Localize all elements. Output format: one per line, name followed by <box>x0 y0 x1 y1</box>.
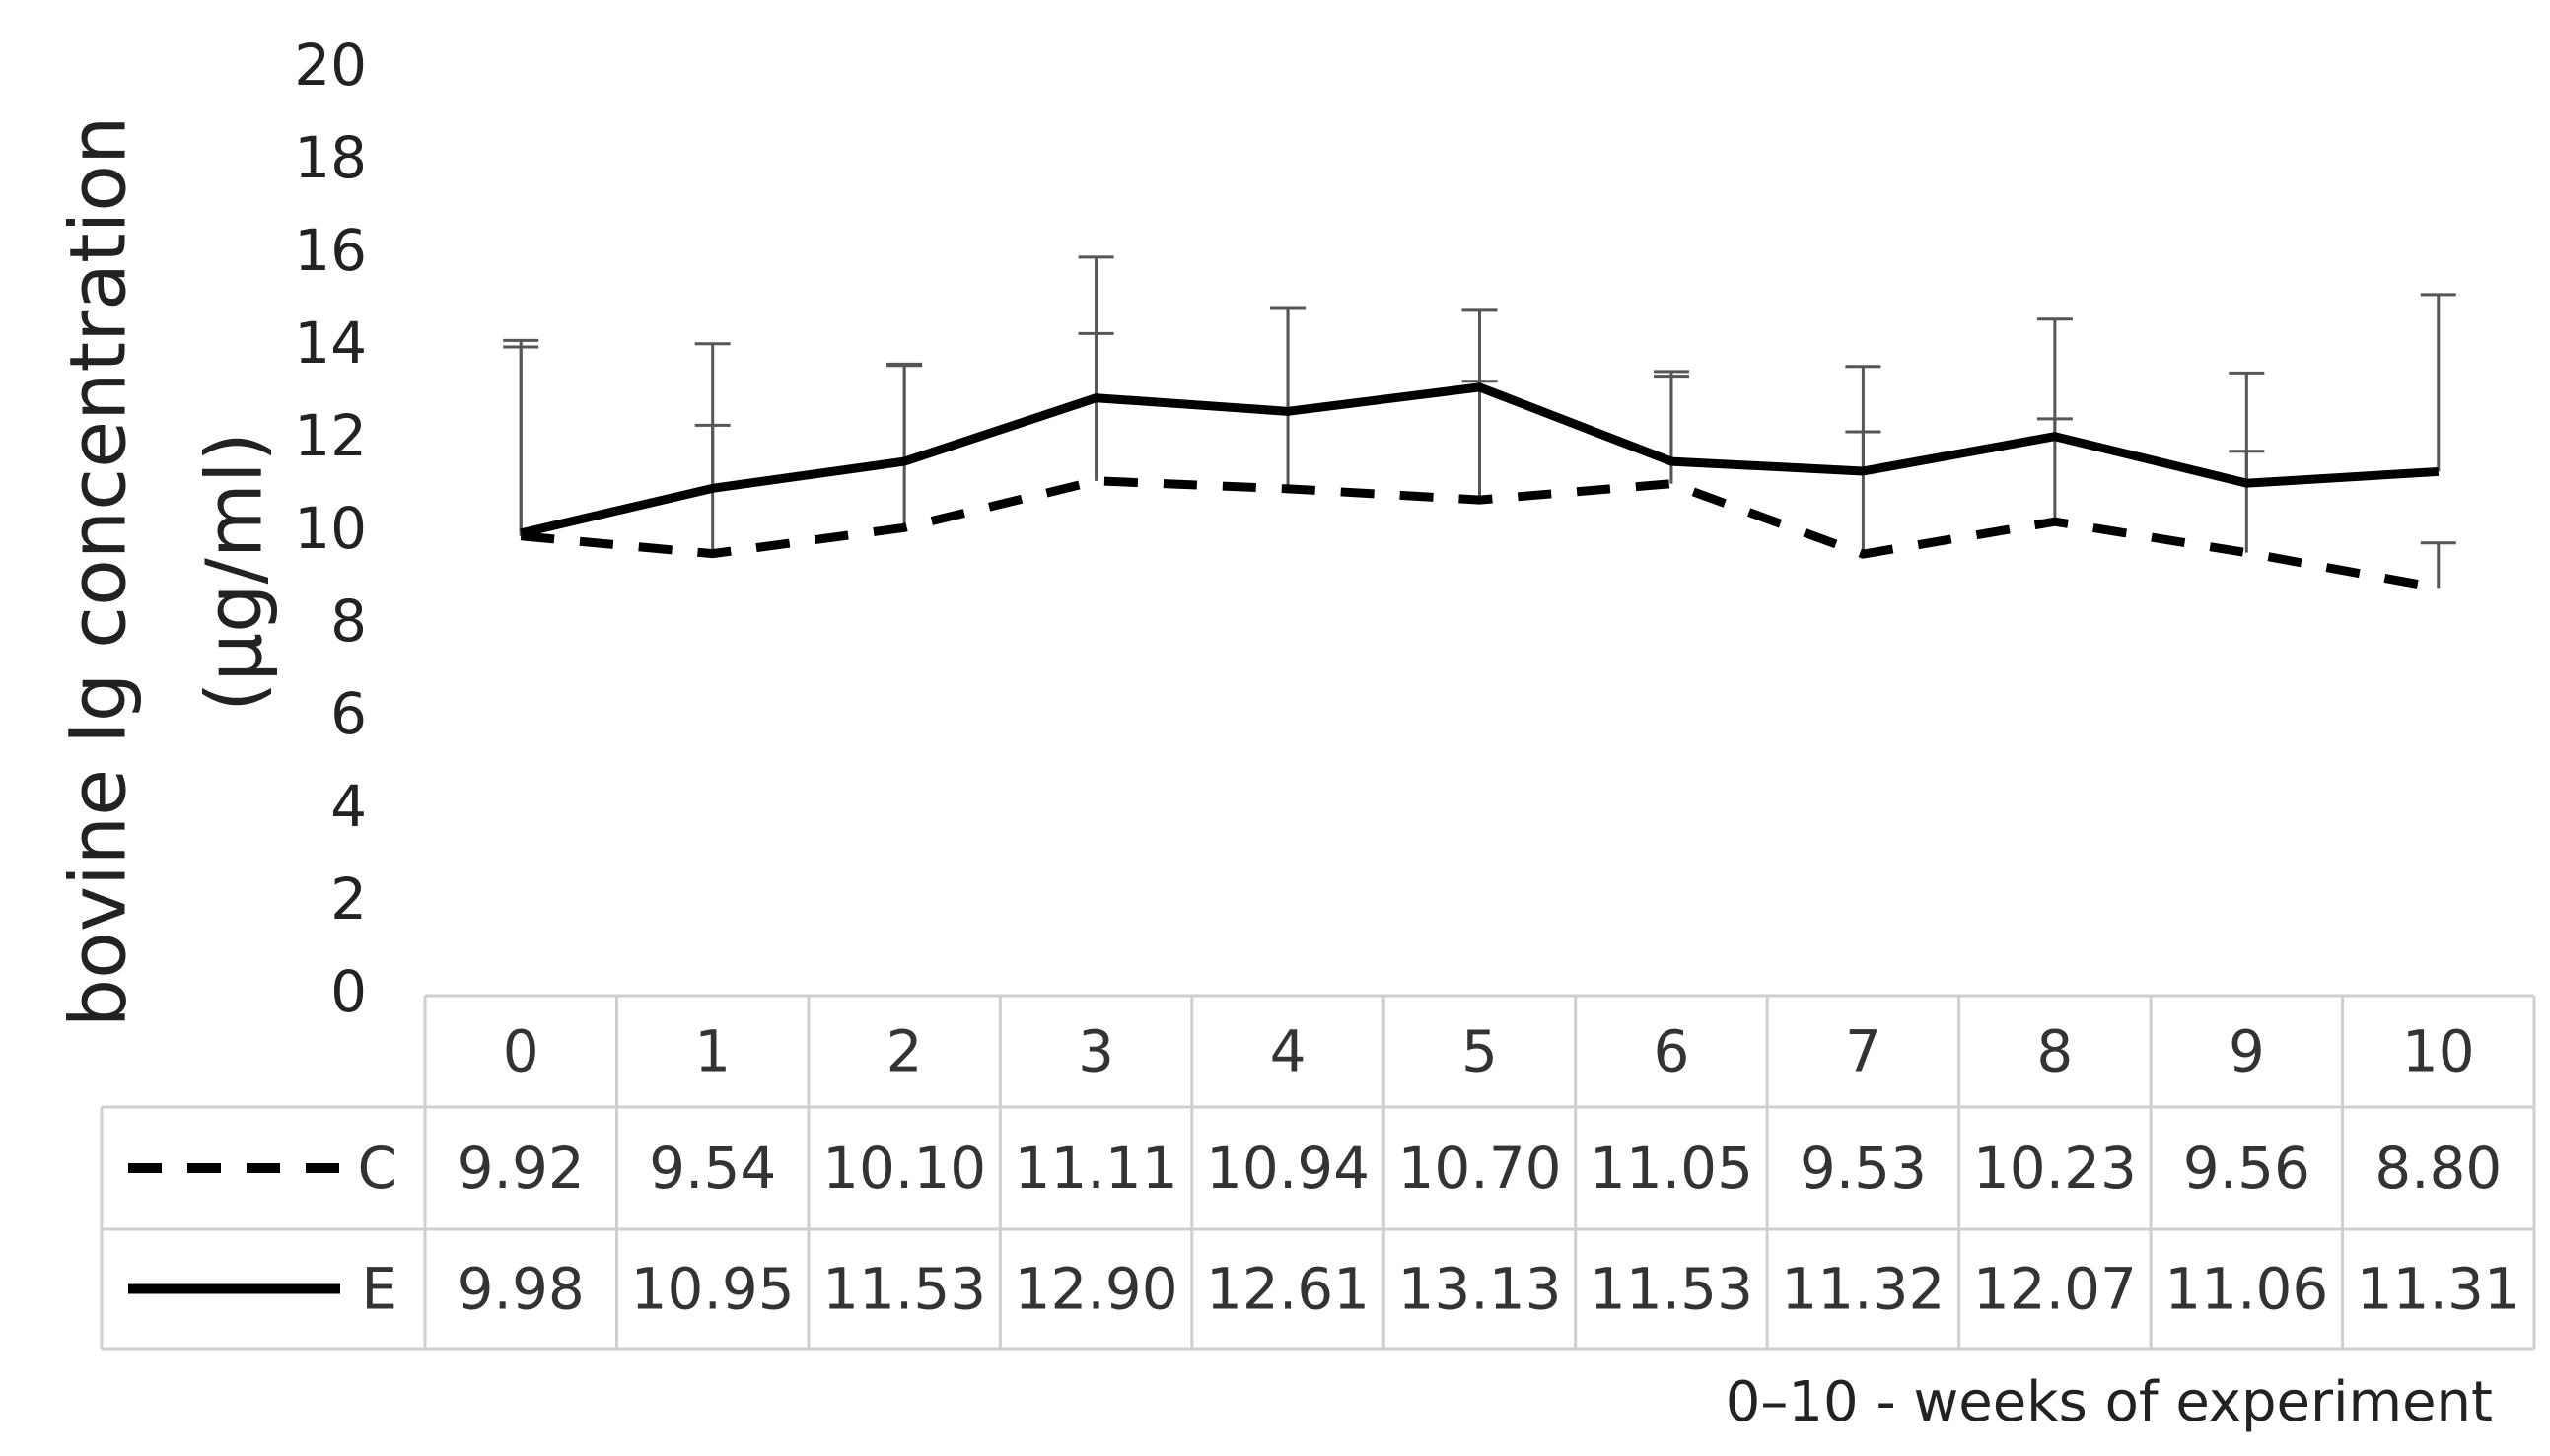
y-axis-title: bovine Ig concentration (µg/ml) <box>54 116 279 1028</box>
x-tick-label: 6 <box>1654 1018 1690 1085</box>
legend-label: E <box>361 1256 397 1323</box>
table-value: 11.05 <box>1590 1135 1753 1202</box>
y-tick-label: 20 <box>294 32 367 99</box>
table-value: 12.61 <box>1206 1256 1370 1323</box>
series-line <box>520 382 2440 538</box>
table-value: 11.31 <box>2357 1256 2520 1323</box>
x-tick-label: 1 <box>694 1018 731 1085</box>
table-value: 11.11 <box>1015 1135 1178 1202</box>
x-tick-label: 3 <box>1078 1018 1114 1085</box>
table-value: 10.10 <box>822 1135 986 1202</box>
x-tick-label: 8 <box>2036 1018 2073 1085</box>
y-tick-label: 18 <box>294 124 367 191</box>
x-tick-label: 0 <box>503 1018 539 1085</box>
y-title-line: bovine Ig concentration <box>54 116 143 1028</box>
table-value: 12.90 <box>1015 1256 1178 1323</box>
y-tick-label: 10 <box>294 495 367 562</box>
x-tick-label: 5 <box>1461 1018 1498 1085</box>
y-tick-label: 14 <box>294 310 367 377</box>
legend-label: C <box>358 1135 398 1202</box>
y-tick-label: 16 <box>294 217 367 284</box>
y-tick-label: 4 <box>330 773 367 840</box>
y-tick-label: 2 <box>330 866 367 933</box>
table-value: 10.70 <box>1397 1135 1561 1202</box>
x-axis-title: 0–10 - weeks of experiment <box>1726 1370 2493 1434</box>
table-value: 11.53 <box>822 1256 986 1323</box>
x-tick-label: 9 <box>2229 1018 2265 1085</box>
table-value: 10.23 <box>1973 1135 2137 1202</box>
x-tick-label: 7 <box>1845 1018 1881 1085</box>
table-value: 9.53 <box>1800 1135 1927 1202</box>
table-value: 9.98 <box>458 1256 585 1323</box>
table-value: 9.54 <box>649 1135 776 1202</box>
table-value: 10.94 <box>1206 1135 1370 1202</box>
x-tick-label: 4 <box>1270 1018 1307 1085</box>
table-value: 11.06 <box>2164 1256 2328 1323</box>
table-value: 9.56 <box>2183 1135 2310 1202</box>
series-line <box>520 476 2440 592</box>
table-value: 13.13 <box>1397 1256 1561 1323</box>
table-value: 10.95 <box>631 1256 795 1323</box>
y-tick-label: 6 <box>330 680 367 747</box>
x-tick-label: 2 <box>886 1018 923 1085</box>
table-value: 11.32 <box>1781 1256 1945 1323</box>
y-tick-label: 12 <box>294 402 367 469</box>
y-tick-label: 0 <box>330 958 367 1025</box>
table-value: 12.07 <box>1973 1256 2137 1323</box>
x-tick-label: 10 <box>2402 1018 2475 1085</box>
table-value: 8.80 <box>2374 1135 2502 1202</box>
table-value: 9.92 <box>458 1135 585 1202</box>
table-value: 11.53 <box>1590 1256 1753 1323</box>
y-title-line: (µg/ml) <box>190 432 279 712</box>
y-tick-label: 8 <box>330 588 367 655</box>
